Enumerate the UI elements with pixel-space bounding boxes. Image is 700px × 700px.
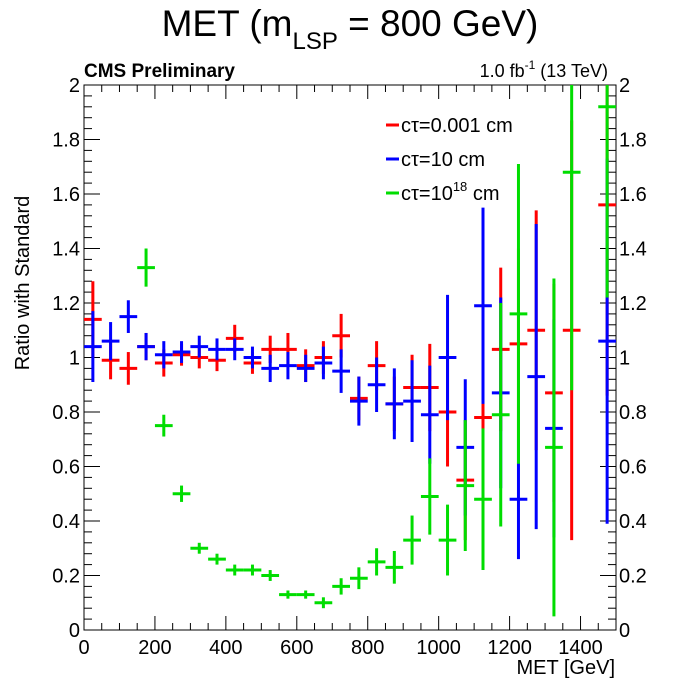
y-tick-label: 0.4 (52, 511, 80, 533)
x-tick-label: 400 (209, 637, 242, 659)
x-tick-label: 600 (280, 637, 313, 659)
y-tick-label: 1.6 (52, 184, 80, 206)
y-tick-label: 1.8 (52, 130, 80, 152)
y-tick-label-right: 0.8 (619, 402, 647, 424)
legend: cτ=0.001 cm cτ=10 cm cτ=1018 cm (386, 115, 513, 205)
cms-label: CMS Preliminary (84, 61, 235, 82)
y-tick-label: 2 (69, 75, 80, 97)
x-axis-label: MET [GeV] (516, 657, 615, 679)
x-tick-label: 1400 (558, 637, 603, 659)
y-tick-label: 1.2 (52, 293, 80, 315)
axis-ticks (83, 84, 617, 631)
x-tick-label: 200 (138, 637, 171, 659)
lumi-label: 1.0 fb-1 (13 TeV) (480, 58, 608, 81)
legend-entry: cτ=1018 cm (401, 179, 500, 205)
data-series (84, 85, 616, 617)
y-axis-label: Ratio with Standard (12, 196, 34, 371)
chart-title: MET (mLSP = 800 GeV) (162, 3, 539, 55)
y-tick-label-right: 2 (619, 75, 630, 97)
y-tick-label-right: 0.4 (619, 511, 647, 533)
y-tick-label: 0 (69, 620, 80, 642)
series-2 (137, 85, 616, 617)
y-tick-label: 0.8 (52, 402, 80, 424)
y-tick-label-right: 1.2 (619, 293, 647, 315)
y-tick-label-right: 0.2 (619, 566, 647, 588)
x-tick-label: 1200 (487, 637, 532, 659)
y-tick-label-right: 0 (619, 620, 630, 642)
y-tick-label-right: 1.6 (619, 184, 647, 206)
legend-entry: cτ=10 cm (401, 149, 485, 171)
y-tick-label: 1.4 (52, 239, 80, 261)
x-tick-label: 1000 (416, 637, 461, 659)
x-tick-label: 800 (351, 637, 384, 659)
y-tick-label-right: 1.8 (619, 130, 647, 152)
x-tick-label: 0 (78, 637, 89, 659)
y-tick-label: 0.2 (52, 566, 80, 588)
y-tick-label-right: 1 (619, 348, 630, 370)
y-tick-label: 0.6 (52, 457, 80, 479)
y-tick-label-right: 1.4 (619, 239, 647, 261)
y-tick-label-right: 0.6 (619, 457, 647, 479)
y-tick-label: 1 (69, 348, 80, 370)
legend-entry: cτ=0.001 cm (401, 115, 513, 137)
